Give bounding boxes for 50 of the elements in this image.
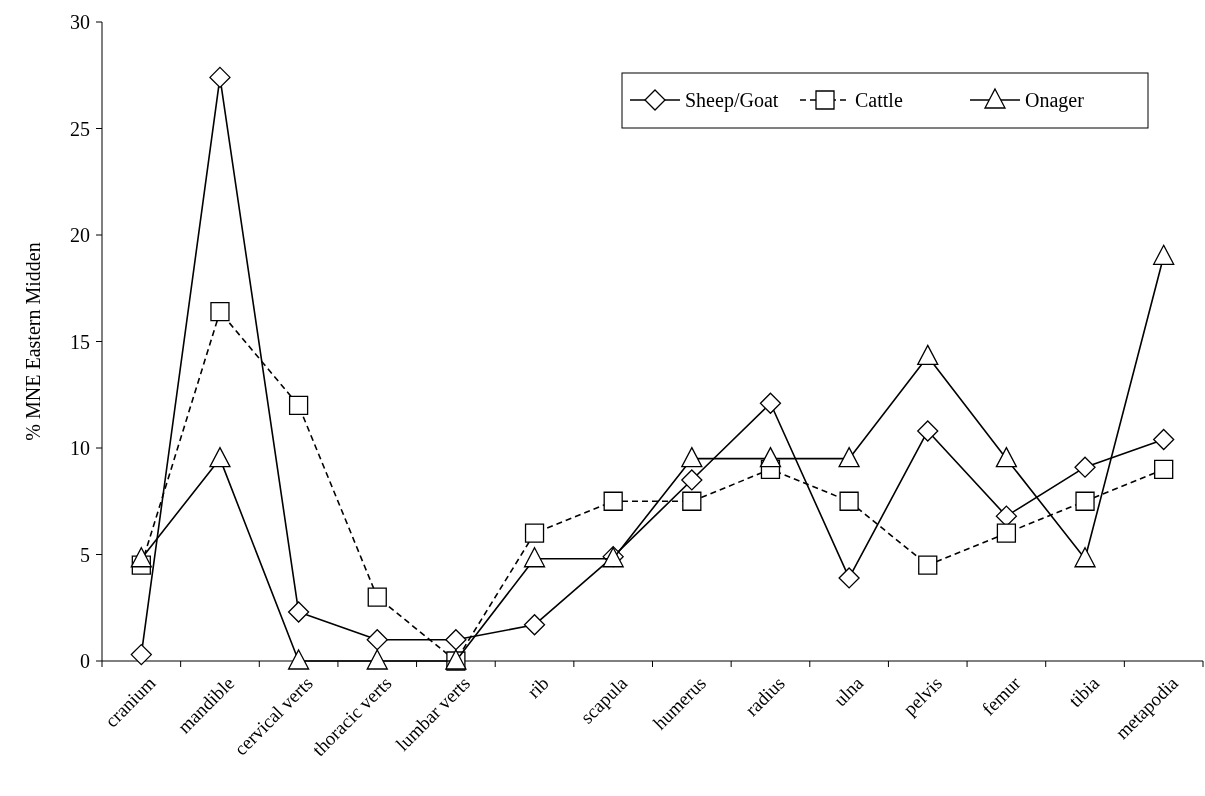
point (995, 447, 1018, 468)
point (130, 643, 152, 666)
point (917, 344, 939, 366)
point (1075, 491, 1095, 511)
point (366, 629, 388, 651)
point (917, 420, 939, 442)
point (918, 555, 938, 575)
point (210, 302, 230, 322)
legend-label: Sheep/Goat (685, 89, 779, 112)
point (838, 567, 860, 589)
point (523, 614, 546, 636)
point (209, 66, 231, 89)
point (995, 505, 1018, 527)
point (288, 395, 309, 416)
point (524, 523, 545, 543)
point (996, 523, 1017, 543)
y-axis-title: % MNE Eastern Midden (22, 242, 44, 441)
point (681, 469, 703, 491)
y-tick-label: 15 (70, 330, 90, 353)
y-tick-label: 25 (70, 117, 90, 140)
point (839, 491, 859, 511)
point (759, 392, 782, 414)
point (1074, 547, 1096, 568)
point (759, 447, 782, 468)
point (838, 447, 860, 468)
point (130, 547, 152, 568)
x-tick-label: tibia (1064, 671, 1104, 712)
point (681, 447, 703, 468)
x-tick-label: ulna (829, 671, 868, 711)
point (603, 491, 623, 511)
point (367, 587, 387, 607)
point (523, 547, 546, 568)
legend-label: Onager (1025, 89, 1085, 112)
y-tick-label: 5 (80, 543, 90, 566)
x-tick-label: rib (522, 672, 553, 703)
point (1153, 244, 1175, 265)
y-tick-label: 20 (70, 224, 90, 246)
point (287, 649, 310, 670)
point (1074, 456, 1096, 478)
y-tick-label: 10 (70, 437, 90, 459)
y-tick-label: 30 (70, 11, 90, 33)
point (1154, 459, 1174, 479)
point (445, 629, 467, 651)
point (1153, 428, 1175, 451)
point (682, 491, 702, 511)
y-tick-label: 0 (80, 650, 90, 672)
point (366, 649, 388, 670)
legend-label: Cattle (855, 89, 903, 111)
point (209, 447, 231, 468)
point (287, 601, 310, 623)
